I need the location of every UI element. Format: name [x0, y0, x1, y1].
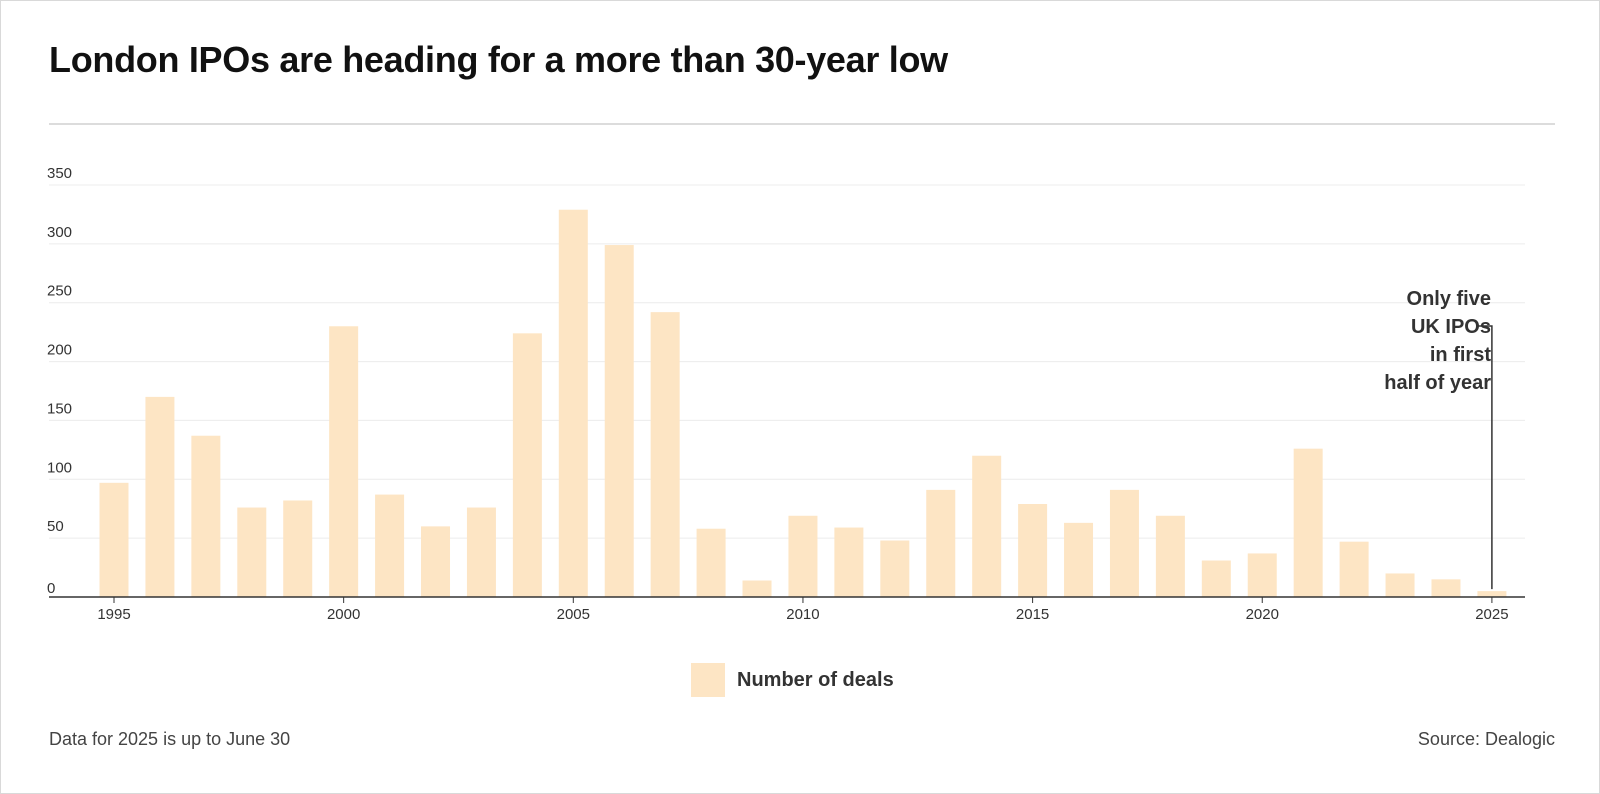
y-tick-label: 50 — [47, 518, 64, 535]
bar-2008 — [696, 528, 726, 597]
bar-2000 — [329, 326, 359, 597]
bar-2006 — [604, 245, 634, 597]
x-tick-label: 2000 — [327, 606, 360, 623]
bar-2024 — [1431, 579, 1461, 597]
bar-1998 — [237, 507, 267, 597]
y-tick-label: 300 — [47, 224, 72, 241]
x-axis-ticks: 1995 2000 2005 2010 2015 2020 2025 — [97, 597, 1509, 623]
x-tick-label: 2010 — [786, 606, 819, 623]
annotation-line: half of year — [1384, 372, 1491, 394]
annotation-leader-line — [1477, 325, 1493, 590]
gridlines — [49, 184, 1525, 539]
bar-2009 — [742, 580, 772, 597]
legend: Number of deals — [691, 663, 894, 697]
bars — [99, 209, 1507, 597]
bar-1997 — [191, 435, 221, 597]
bar-2016 — [1064, 522, 1094, 597]
x-tick-label: 2025 — [1475, 606, 1508, 623]
footnote: Data for 2025 is up to June 30 — [49, 729, 291, 749]
chart-title: London IPOs are heading for a more than … — [49, 39, 948, 80]
annotation-line: UK IPOs — [1410, 316, 1491, 338]
bar-1995 — [99, 482, 129, 597]
bar-2015 — [1018, 504, 1048, 597]
bar-2001 — [375, 494, 405, 597]
bar-2010 — [788, 515, 818, 597]
y-axis-ticks: 0 50 100 150 200 250 300 350 — [47, 165, 72, 597]
bar-2020 — [1247, 553, 1277, 597]
y-tick-label: 250 — [47, 283, 72, 300]
bar-1996 — [145, 396, 175, 597]
annotation-line: in first — [1429, 344, 1491, 366]
y-tick-label: 350 — [47, 165, 72, 182]
bar-2021 — [1293, 448, 1323, 597]
x-tick-label: 2005 — [557, 606, 590, 623]
bar-2018 — [1155, 515, 1185, 597]
bar-2007 — [650, 312, 680, 597]
annotation-line: Only five — [1406, 288, 1491, 310]
x-tick-label: 2020 — [1246, 606, 1279, 623]
bar-2005 — [558, 209, 588, 597]
bar-2025 — [1477, 591, 1507, 597]
bar-2011 — [834, 527, 864, 597]
y-tick-label: 0 — [47, 580, 55, 597]
annotation-2025: Only five UK IPOs in first half of year — [1384, 285, 1491, 397]
bar-2002 — [421, 526, 451, 597]
bar-2004 — [512, 333, 542, 597]
source-note: Source: Dealogic — [1417, 729, 1555, 749]
legend-swatch — [691, 663, 725, 697]
bar-2017 — [1109, 489, 1139, 597]
bar-2013 — [926, 489, 956, 597]
x-tick-label: 2015 — [1016, 606, 1049, 623]
bar-2014 — [972, 455, 1002, 597]
title-divider — [49, 123, 1555, 125]
bar-1999 — [283, 500, 313, 597]
y-tick-label: 100 — [47, 459, 72, 476]
bar-2023 — [1385, 573, 1415, 597]
y-tick-label: 150 — [47, 400, 72, 417]
legend-label: Number of deals — [737, 668, 894, 691]
bar-2012 — [880, 540, 910, 597]
bar-2022 — [1339, 541, 1369, 597]
y-tick-label: 200 — [47, 342, 72, 359]
bar-2019 — [1201, 560, 1231, 597]
bar-2003 — [466, 507, 496, 597]
x-tick-label: 1995 — [97, 606, 130, 623]
